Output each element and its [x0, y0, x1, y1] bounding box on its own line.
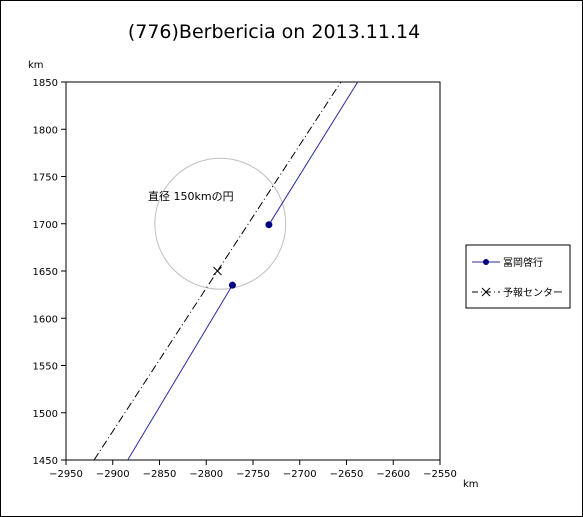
observed-chord-1: [127, 284, 233, 460]
diameter-circle: [154, 157, 287, 290]
y-tick-label: 1500: [33, 409, 58, 420]
legend-box: [465, 244, 571, 309]
legend-marker-series-1: [483, 259, 489, 265]
observed-point-2: [265, 221, 273, 229]
legend-label-series-2: 予報センター: [503, 287, 563, 299]
observed-point-1: [228, 281, 236, 289]
y-tick-label: 1850: [33, 78, 58, 89]
y-tick-label: 1650: [33, 267, 58, 278]
y-tick-label: 1450: [33, 456, 58, 467]
chart-title: (776)Berbericia on 2013.11.14: [128, 21, 420, 43]
y-tick-label: 1700: [33, 220, 58, 231]
y-tick-label: 1800: [33, 125, 58, 136]
x-axis-unit: km: [463, 479, 479, 490]
circle-annotation: 直径 150kmの円: [148, 189, 234, 203]
legend-label-series-1: 冨岡啓行: [503, 256, 543, 269]
x-tick-label: −2650: [330, 469, 364, 480]
predicted-center-marker: [213, 266, 222, 276]
legend-marker-series-2: [481, 287, 491, 297]
y-tick-label: 1750: [33, 173, 58, 184]
y-tick-label: 1600: [33, 314, 58, 325]
x-tick-label: −2950: [49, 469, 83, 480]
y-axis-unit: km: [28, 60, 44, 71]
x-tick-label: −2750: [236, 469, 270, 480]
x-tick-label: −2900: [96, 469, 130, 480]
x-tick-label: −2550: [423, 469, 457, 480]
plot-area: [65, 81, 441, 461]
legend: 冨岡啓行 予報センター: [465, 244, 571, 309]
x-tick-label: −2700: [283, 469, 317, 480]
y-tick-label: 1550: [33, 362, 58, 373]
x-tick-label: −2800: [189, 469, 223, 480]
x-tick-label: −2600: [376, 469, 410, 480]
observed-chord-2: [268, 82, 359, 225]
x-tick-label: −2850: [143, 469, 177, 480]
